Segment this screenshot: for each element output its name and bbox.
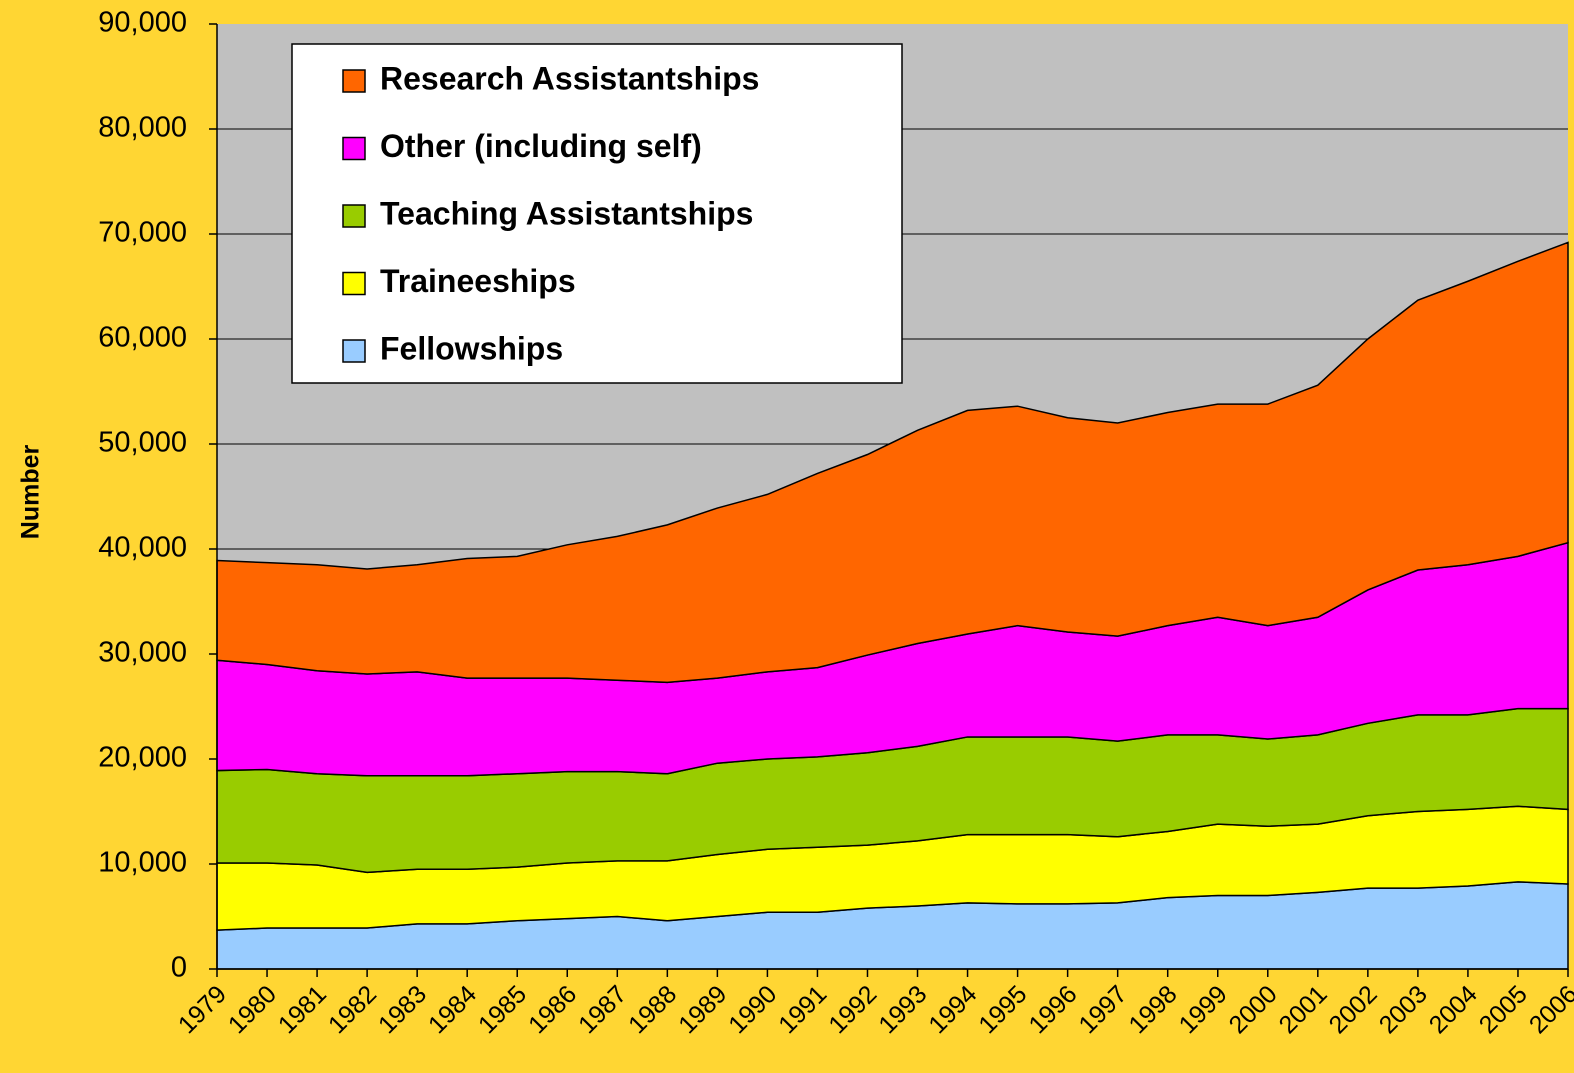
x-tick-label: 1983 — [373, 980, 432, 1039]
x-tick-label: 1998 — [1123, 980, 1182, 1039]
x-tick-label: 1981 — [273, 980, 332, 1039]
x-tick-label: 1994 — [923, 980, 982, 1039]
legend-label: Traineeships — [380, 263, 576, 299]
legend-swatch — [342, 136, 366, 161]
y-tick-label: 70,000 — [98, 217, 187, 249]
legend-swatch — [342, 339, 366, 363]
x-tick-label: 1988 — [623, 980, 682, 1039]
legend-swatch — [342, 204, 366, 228]
y-tick-label: 30,000 — [98, 637, 187, 669]
y-axis-label: Number — [17, 445, 45, 540]
y-tick-label: 80,000 — [98, 112, 187, 144]
x-tick-label: 1987 — [573, 980, 632, 1039]
y-tick-label: 0 — [171, 952, 187, 984]
x-tick-label: 1979 — [173, 980, 232, 1039]
y-tick-label: 90,000 — [98, 7, 187, 39]
legend-label: Fellowships — [380, 330, 563, 366]
x-tick-label: 2004 — [1424, 980, 1483, 1039]
x-tick-label: 1989 — [673, 980, 732, 1039]
x-tick-label: 2001 — [1274, 980, 1333, 1039]
x-tick-label: 1985 — [473, 980, 532, 1039]
x-tick-label: 1980 — [223, 980, 282, 1039]
legend-label: Research Assistantships — [380, 60, 759, 96]
legend-box — [291, 43, 903, 384]
x-tick-label: 2002 — [1324, 980, 1383, 1039]
y-tick-label: 20,000 — [98, 742, 187, 774]
x-tick-label: 2003 — [1374, 980, 1433, 1039]
x-tick-label: 1999 — [1174, 980, 1233, 1039]
x-tick-label: 1982 — [323, 980, 382, 1039]
y-tick-label: 50,000 — [98, 427, 187, 459]
legend: Research Assistantships Other (including … — [291, 43, 903, 384]
x-tick-label: 1984 — [423, 980, 482, 1039]
x-tick-label: 1997 — [1073, 980, 1132, 1039]
x-tick-label: 2000 — [1224, 980, 1283, 1039]
x-tick-label: 2005 — [1474, 980, 1533, 1039]
x-tick-label: 1991 — [773, 980, 832, 1039]
x-tick-label: 1995 — [973, 980, 1032, 1039]
x-tick-label: 1990 — [723, 980, 782, 1039]
legend-label: Other (including self) — [380, 128, 702, 164]
x-tick-label: 1992 — [823, 980, 882, 1039]
legend-swatch — [342, 69, 366, 93]
x-tick-label: 1993 — [873, 980, 932, 1039]
legend-label: Teaching Assistantships — [380, 195, 753, 231]
y-tick-label: 40,000 — [98, 532, 187, 564]
x-tick-label: 1986 — [523, 980, 582, 1039]
area — [216, 241, 1569, 684]
y-tick-label: 60,000 — [98, 322, 187, 354]
x-tick-label: 2006 — [1524, 980, 1574, 1039]
legend-swatch — [342, 271, 366, 296]
y-tick-label: 10,000 — [98, 847, 187, 879]
x-tick-label: 1996 — [1023, 980, 1082, 1039]
